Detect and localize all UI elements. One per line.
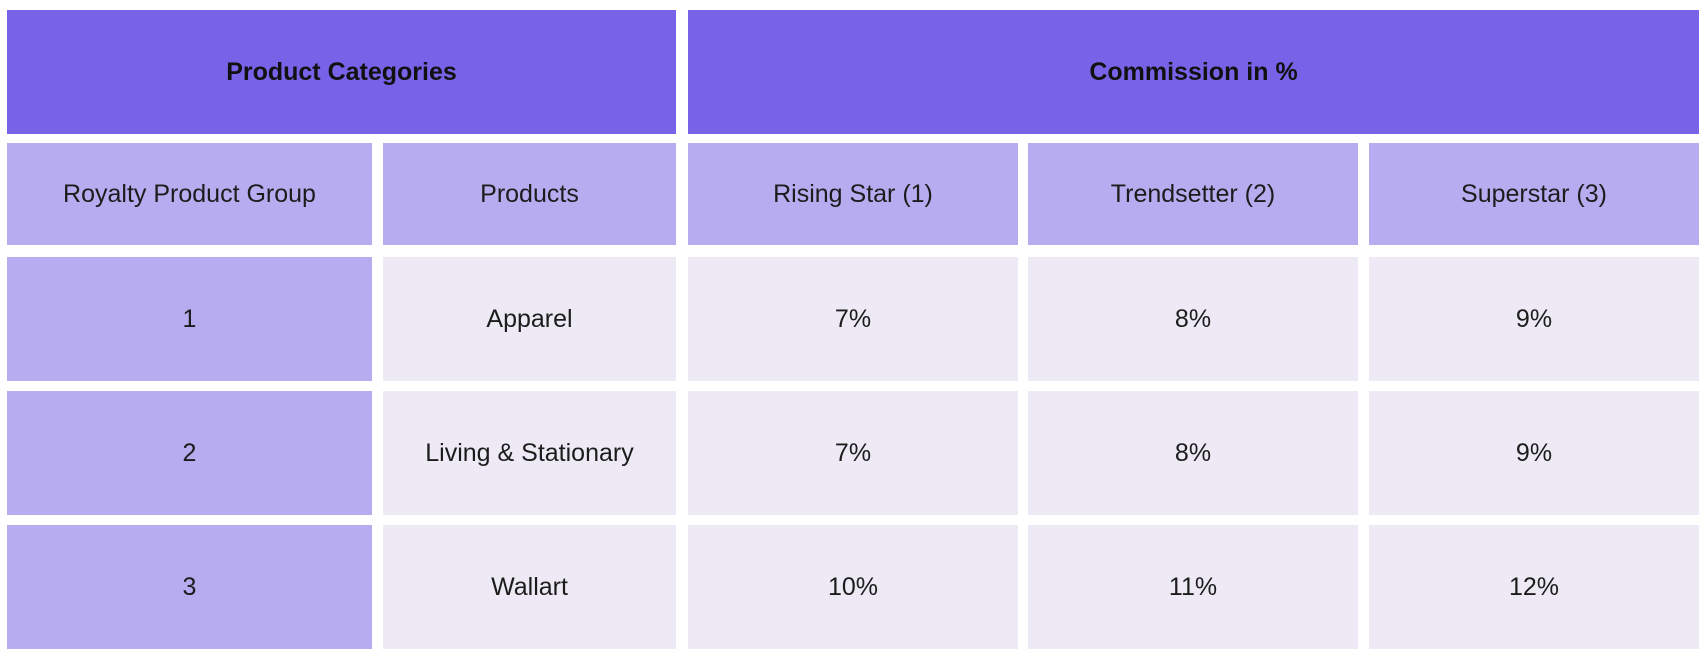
row-1-rising-star: 7% (688, 257, 1018, 381)
row-2-product: Living & Stationary (383, 391, 676, 515)
row-3-product: Wallart (383, 525, 676, 649)
subheader-superstar: Superstar (3) (1369, 143, 1699, 245)
subheader-products: Products (383, 143, 676, 245)
header-product-categories: Product Categories (7, 10, 676, 134)
subheader-trendsetter: Trendsetter (2) (1028, 143, 1358, 245)
header-commission: Commission in % (688, 10, 1699, 134)
row-2-superstar: 9% (1369, 391, 1699, 515)
row-1-product: Apparel (383, 257, 676, 381)
subheader-royalty-product-group: Royalty Product Group (7, 143, 372, 245)
subheader-rising-star: Rising Star (1) (688, 143, 1018, 245)
row-3-superstar: 12% (1369, 525, 1699, 649)
row-3-trendsetter: 11% (1028, 525, 1358, 649)
row-2-trendsetter: 8% (1028, 391, 1358, 515)
row-2-group: 2 (7, 391, 372, 515)
row-1-group: 1 (7, 257, 372, 381)
row-3-rising-star: 10% (688, 525, 1018, 649)
row-3-group: 3 (7, 525, 372, 649)
row-1-trendsetter: 8% (1028, 257, 1358, 381)
row-2-rising-star: 7% (688, 391, 1018, 515)
row-1-superstar: 9% (1369, 257, 1699, 381)
